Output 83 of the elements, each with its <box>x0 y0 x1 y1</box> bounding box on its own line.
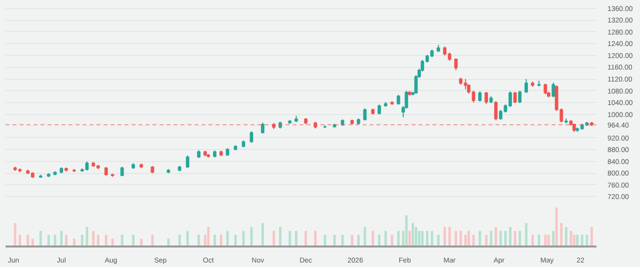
bar <box>437 234 440 246</box>
bar <box>509 226 512 246</box>
bar <box>314 230 317 246</box>
bar <box>167 238 170 246</box>
bar <box>586 234 588 246</box>
bar <box>494 226 498 246</box>
bar <box>570 230 572 246</box>
bar <box>72 238 76 246</box>
bar <box>60 230 63 246</box>
bar <box>444 226 446 246</box>
bar <box>468 230 470 246</box>
bar <box>288 230 292 246</box>
bar <box>272 230 276 246</box>
bar <box>220 234 222 246</box>
bar <box>364 226 366 246</box>
bar <box>104 234 108 246</box>
bar <box>31 238 34 246</box>
bar <box>14 223 16 246</box>
bar <box>408 230 411 246</box>
bar <box>384 230 387 246</box>
bar <box>214 234 216 246</box>
candlestick <box>544 83 548 95</box>
bar <box>580 234 584 246</box>
bar <box>421 230 424 246</box>
bar <box>564 226 568 246</box>
bar <box>132 234 134 246</box>
bar <box>120 234 124 246</box>
bar <box>26 234 30 246</box>
candlestick <box>260 122 264 134</box>
bar <box>39 230 42 246</box>
bar <box>552 230 555 246</box>
bar <box>279 226 282 246</box>
bar <box>518 230 522 246</box>
bar <box>490 230 492 246</box>
bar <box>140 238 142 246</box>
bar <box>207 226 210 246</box>
bar <box>478 230 482 246</box>
bar <box>18 234 22 246</box>
bar <box>418 230 420 246</box>
bar <box>547 234 550 246</box>
bar <box>80 234 84 246</box>
candlestick <box>186 155 190 168</box>
bar <box>186 230 189 246</box>
bar <box>460 230 462 246</box>
bar <box>295 230 298 246</box>
bar <box>372 230 374 246</box>
bar <box>412 223 414 246</box>
bar <box>178 234 181 246</box>
bar <box>378 234 380 246</box>
bar <box>426 230 428 246</box>
candlestick <box>552 82 556 98</box>
bar <box>304 230 307 246</box>
candlestick <box>478 90 482 102</box>
bar <box>576 234 579 246</box>
bar <box>555 207 558 246</box>
bar <box>261 223 264 246</box>
bar <box>92 230 95 246</box>
bar <box>525 223 528 246</box>
bar <box>531 234 534 246</box>
candlestick <box>363 108 367 122</box>
candlestick <box>524 78 528 94</box>
candlestick <box>518 90 522 104</box>
bar <box>590 226 593 246</box>
candlestick <box>250 130 254 144</box>
bar <box>405 215 408 246</box>
bar <box>47 234 50 246</box>
candlestick <box>494 100 498 121</box>
bar <box>560 223 563 246</box>
candlestick <box>513 91 517 104</box>
bar <box>572 234 576 246</box>
bar <box>96 234 100 246</box>
candlestick <box>454 58 458 71</box>
bar <box>454 230 458 246</box>
bar <box>499 230 502 246</box>
bar <box>65 234 68 246</box>
bar <box>350 234 354 246</box>
candlestick <box>396 94 400 106</box>
candlestick <box>484 91 488 105</box>
bar <box>397 230 400 246</box>
bar <box>485 234 488 246</box>
candlestick <box>378 104 381 115</box>
bar <box>198 234 200 246</box>
bar <box>544 234 547 246</box>
